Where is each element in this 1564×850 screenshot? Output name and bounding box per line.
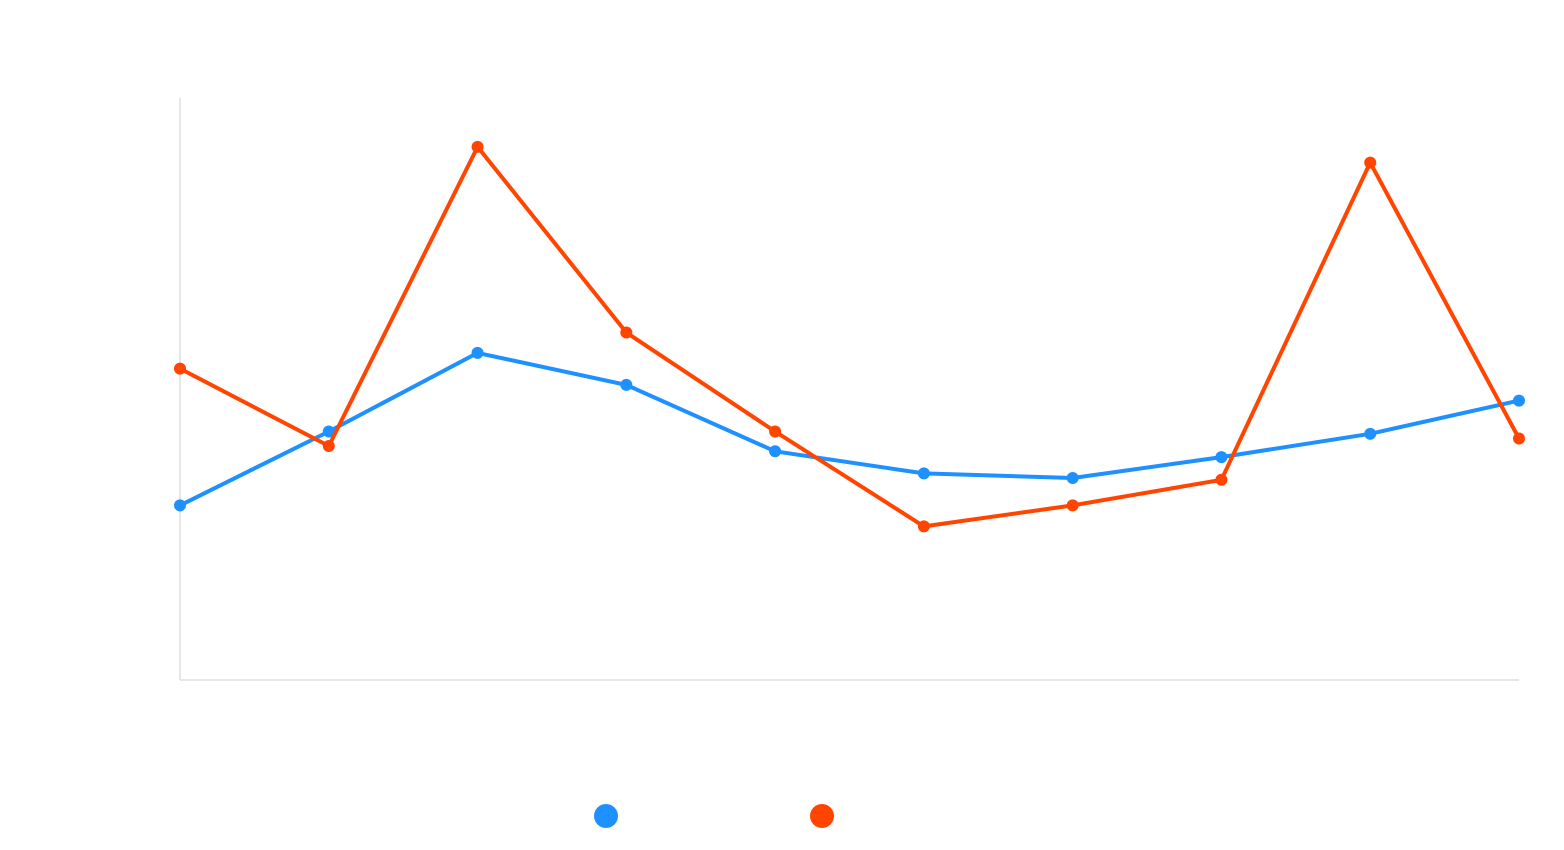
- series-1-point[interactable]: [1364, 427, 1377, 440]
- series-2-point[interactable]: [174, 362, 186, 375]
- series-1-point[interactable]: [1513, 394, 1525, 407]
- series-1-point[interactable]: [769, 445, 782, 458]
- series-1-point[interactable]: [917, 467, 930, 480]
- series-2-point[interactable]: [1066, 499, 1079, 512]
- series-2-point[interactable]: [471, 140, 484, 153]
- series-2-point[interactable]: [322, 440, 335, 453]
- series-2-point[interactable]: [1364, 156, 1377, 169]
- legend-marker-series-1[interactable]: [594, 804, 618, 828]
- series-2-point[interactable]: [620, 326, 633, 339]
- series-1-point[interactable]: [174, 499, 186, 512]
- series-1-line: [179, 350, 1520, 508]
- series-1: [174, 346, 1525, 512]
- series-1-point[interactable]: [1215, 451, 1228, 464]
- legend: [594, 804, 834, 828]
- series-1-point[interactable]: [322, 425, 335, 438]
- series-1-point[interactable]: [620, 378, 633, 391]
- series-2-point[interactable]: [917, 520, 930, 533]
- series-2-point[interactable]: [769, 425, 782, 438]
- series-2-line: [179, 144, 1521, 529]
- series-2-point[interactable]: [1215, 473, 1228, 486]
- series-1-point[interactable]: [471, 346, 484, 359]
- legend-marker-series-2[interactable]: [810, 804, 834, 828]
- series-2-point[interactable]: [1513, 432, 1525, 445]
- series-2: [174, 140, 1525, 533]
- series-1-point[interactable]: [1066, 472, 1079, 485]
- series-layer: [174, 140, 1525, 533]
